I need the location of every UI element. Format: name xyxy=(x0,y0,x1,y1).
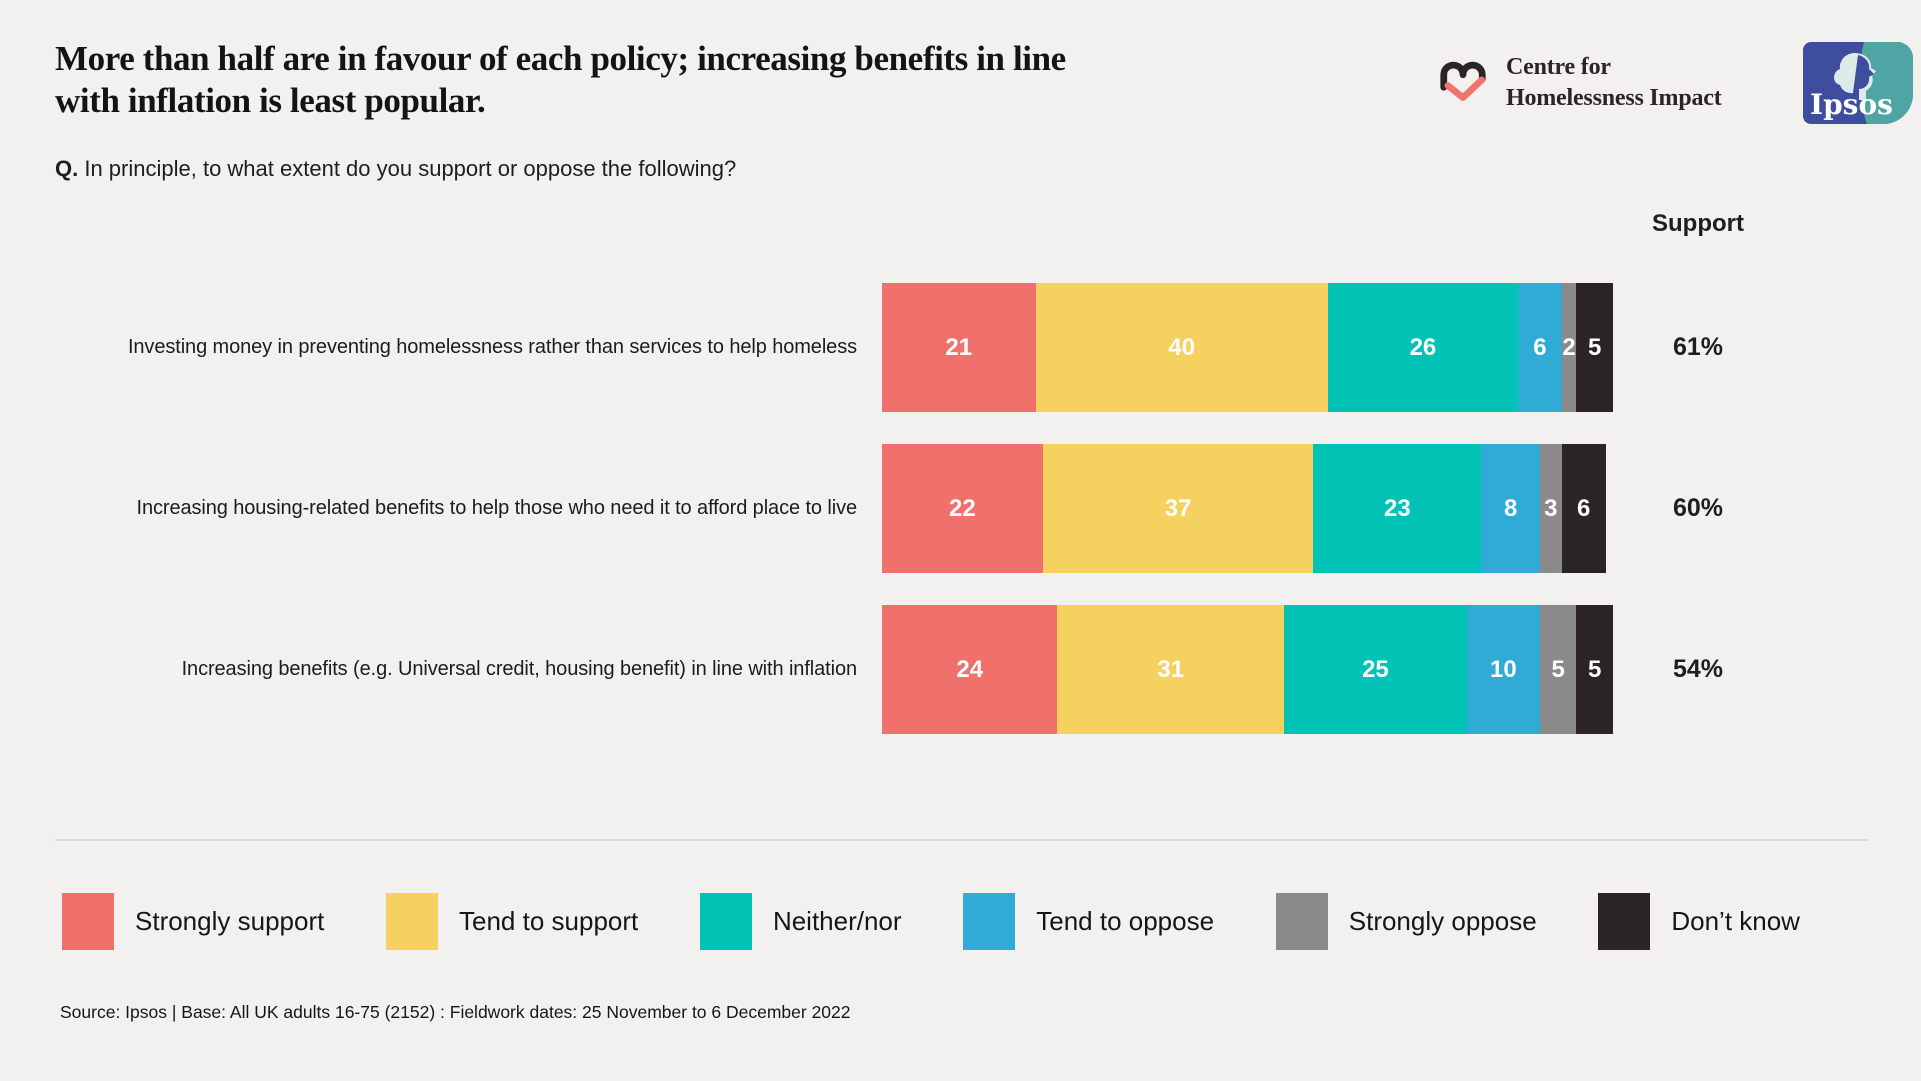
bar-segment: 37 xyxy=(1042,444,1314,573)
support-column-header: Support xyxy=(1652,210,1744,237)
bar-segment: 6 xyxy=(1561,444,1606,573)
legend-label: Tend to oppose xyxy=(1036,906,1215,936)
bar-segment-value: 25 xyxy=(1362,655,1389,683)
bar-segment: 22 xyxy=(882,444,1043,573)
bar-segment: 21 xyxy=(882,283,1036,412)
bar-segment-value: 3 xyxy=(1544,494,1558,522)
row-label: Increasing benefits (e.g. Universal cred… xyxy=(181,658,858,680)
legend-swatch xyxy=(1275,893,1328,950)
legend-swatch xyxy=(1598,893,1651,950)
question-line: Q. In principle, to what extent do you s… xyxy=(55,156,736,182)
bar-segment: 31 xyxy=(1057,605,1285,734)
ipsos-logo: Ipsos xyxy=(1803,42,1913,124)
legend-label: Tend to support xyxy=(459,906,639,936)
page-title-line: with inflation is least popular. xyxy=(55,81,486,120)
org-name-line1: Centre for xyxy=(1506,54,1611,80)
bar-segment-value: 5 xyxy=(1588,333,1602,361)
legend-label: Neither/nor xyxy=(772,906,902,936)
divider-line xyxy=(55,839,1868,841)
bar-segment-value: 6 xyxy=(1533,333,1547,361)
bar-segment: 23 xyxy=(1313,444,1482,573)
bar-segment-value: 5 xyxy=(1588,655,1602,683)
bar-segment-value: 5 xyxy=(1551,655,1565,683)
bar-segment: 8 xyxy=(1481,444,1540,573)
heart-logo-icon xyxy=(1440,61,1486,101)
stacked-bar: 24 31 25 10 5 5 xyxy=(882,605,1613,734)
question-text: In principle, to what extent do you supp… xyxy=(78,156,737,181)
page-title-line: More than half are in favour of each pol… xyxy=(55,39,1066,78)
bar-segment-value: 26 xyxy=(1409,333,1437,361)
bar-segment-value: 22 xyxy=(949,494,976,522)
bar-segment-value: 21 xyxy=(945,333,973,361)
legend: Strongly support Tend to support Neither/n… xyxy=(62,893,1800,950)
legend-swatch xyxy=(699,893,752,950)
policy-row: Investing money in preventing homelessne… xyxy=(0,283,1921,412)
support-value: 54% xyxy=(1672,655,1724,683)
bar-segment: 5 xyxy=(1576,283,1613,412)
row-label: Increasing housing-related benefits to h… xyxy=(136,497,858,519)
bar-segment-value: 31 xyxy=(1157,655,1185,683)
legend-label: Strongly support xyxy=(135,906,325,936)
ipsos-logo-icon: Ipsos xyxy=(1803,42,1913,124)
support-value: 60% xyxy=(1672,494,1724,522)
legend-item: Strongly support xyxy=(62,893,324,950)
bar-segment-value: 10 xyxy=(1489,655,1517,683)
policy-row: Increasing housing-related benefits to h… xyxy=(0,444,1921,573)
bar-segment: 3 xyxy=(1539,444,1562,573)
source-note: Source: Ipsos | Base: All UK adults 16-7… xyxy=(60,1002,851,1022)
legend-item: Don’t know xyxy=(1598,893,1800,950)
legend-item: Strongly oppose xyxy=(1275,893,1537,950)
legend-item: Neither/nor xyxy=(699,893,902,950)
bar-segment: 26 xyxy=(1327,283,1518,412)
legend-swatch xyxy=(386,893,439,950)
bar-segment-value: 40 xyxy=(1168,333,1196,361)
bar-segment-value: 6 xyxy=(1577,494,1591,522)
org-name-line2: Homelessness Impact xyxy=(1506,85,1722,111)
bar-segment-value: 37 xyxy=(1164,494,1192,522)
bar-segment: 6 xyxy=(1517,283,1562,412)
stacked-bar: 22 37 23 8 3 6 xyxy=(882,444,1613,573)
question-prefix: Q. xyxy=(55,156,79,181)
legend-label: Don’t know xyxy=(1671,906,1800,936)
bar-segment: 2 xyxy=(1561,283,1577,412)
org-logo-text: Centre for Homelessness Impact xyxy=(1506,52,1722,114)
legend-item: Tend to oppose xyxy=(963,893,1214,950)
bar-segment: 25 xyxy=(1284,605,1467,734)
ipsos-wordmark: Ipsos xyxy=(1810,88,1893,121)
legend-swatch xyxy=(963,893,1016,950)
legend-item: Tend to support xyxy=(386,893,638,950)
bar-segment-value: 8 xyxy=(1503,494,1518,522)
bar-segment-value: 24 xyxy=(956,655,984,683)
page-title: More than half are in favour of each pol… xyxy=(55,38,1395,122)
bar-segment: 10 xyxy=(1466,605,1540,734)
support-value: 61% xyxy=(1672,333,1724,361)
legend-swatch xyxy=(62,893,114,950)
bar-segment: 5 xyxy=(1576,605,1613,734)
bar-segment-value: 2 xyxy=(1562,333,1576,361)
bar-segment: 40 xyxy=(1035,283,1328,412)
legend-label: Strongly oppose xyxy=(1348,906,1537,936)
policy-row: Increasing benefits (e.g. Universal cred… xyxy=(0,605,1921,734)
row-label: Investing money in preventing homelessne… xyxy=(127,336,857,358)
bar-segment-value: 23 xyxy=(1383,494,1411,522)
bar-segment: 24 xyxy=(882,605,1058,734)
bar-segment: 5 xyxy=(1539,605,1577,734)
stacked-bar: 21 40 26 6 2 5 xyxy=(882,283,1613,412)
